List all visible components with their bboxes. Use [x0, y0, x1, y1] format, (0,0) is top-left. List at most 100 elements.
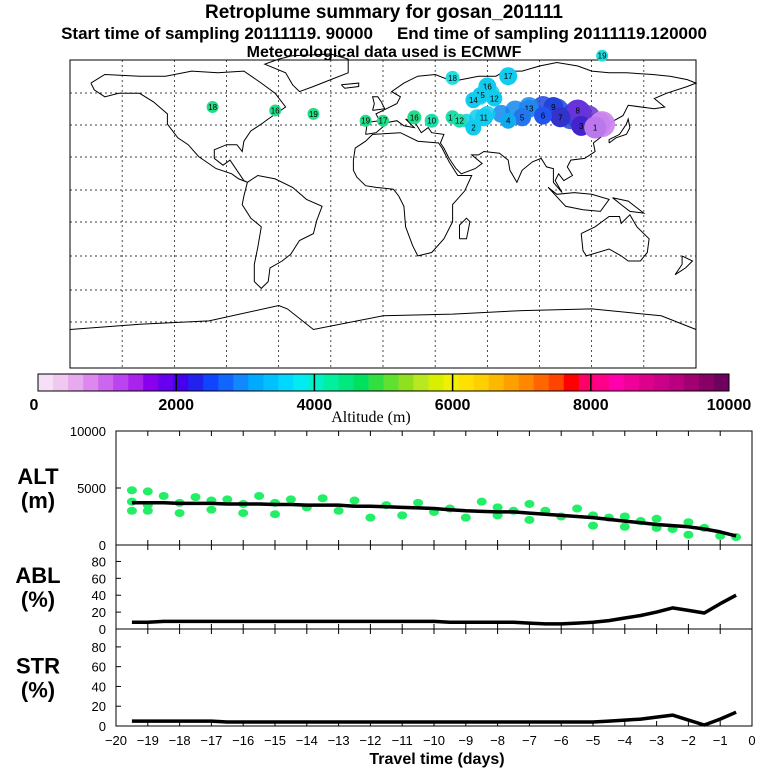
colorbar-segment	[428, 374, 444, 391]
ytick-label: 10000	[70, 424, 106, 439]
ytick-label: 40	[92, 588, 106, 603]
colorbar-segment	[503, 374, 519, 391]
colorbar-segment	[368, 374, 384, 391]
panel-abl: ABL(%) 0 20 40 60 80	[15, 544, 753, 637]
met-data-label: Meteorological data used is ECMWF	[246, 44, 522, 61]
plume-marker	[533, 106, 552, 125]
colorbar-segment	[38, 374, 54, 391]
alt-data-point	[285, 495, 296, 504]
coastline-madagascar	[459, 217, 471, 240]
coastline-eurasia	[365, 61, 698, 193]
colorbar-segment	[653, 374, 670, 391]
colorbar-segment	[668, 374, 685, 391]
alt-series-line	[131, 501, 737, 538]
colorbar-tick-label: 10000	[707, 397, 752, 414]
colorbar-segment	[353, 374, 369, 391]
alt-data-point	[126, 506, 137, 515]
xtick-label: −5	[586, 733, 601, 748]
coastline-north-america	[90, 70, 287, 183]
colorbar-segment	[458, 374, 474, 391]
xtick-label: −3	[649, 733, 664, 748]
colorbar-tick-labels: 0 2000 4000 6000 8000 10000	[30, 374, 752, 414]
plume-marker-label: 15	[476, 91, 485, 100]
alt-data-point	[174, 509, 185, 518]
xtick-label: −13	[328, 733, 350, 748]
plume-marker-label: 4	[506, 117, 511, 126]
x-axis-label: Travel time (days)	[369, 751, 504, 768]
start-time-label: Start time of sampling 20111119. 90000	[61, 24, 373, 43]
coastline-new-guinea	[612, 197, 646, 214]
coastline-antarctica-edge	[69, 304, 697, 331]
plume-marker-label: 11	[480, 113, 489, 122]
plume-marker-label: 5	[520, 113, 525, 122]
colorbar-segment	[98, 374, 114, 391]
plume-marker-label: 2	[471, 124, 476, 133]
plume-marker	[474, 108, 493, 127]
colorbar-segment	[218, 374, 234, 391]
xtick-label: −8	[490, 733, 505, 748]
ytick-label: 80	[92, 554, 106, 569]
coastline-japan	[608, 117, 631, 144]
panel-ylabel-unit: (%)	[21, 587, 55, 612]
colorbar-segment	[488, 374, 504, 391]
plume-marker	[377, 114, 389, 127]
ytick-label: 0	[99, 538, 106, 553]
colorbar-segment	[173, 374, 189, 391]
colorbar-tick-label: 0	[30, 397, 39, 414]
colorbar-segment	[623, 374, 640, 391]
coastline-south-america	[241, 174, 323, 290]
colorbar-segment	[638, 374, 655, 391]
time-series-panels: ALT(m)0500010000ABL(%)020406080STR(%)020…	[15, 424, 755, 768]
alt-data-point	[683, 530, 694, 539]
altitude-colorbar	[37, 373, 730, 392]
colorbar-segment	[338, 374, 354, 391]
plume-marker-label: 10	[427, 117, 436, 126]
xtick-label: −7	[522, 733, 537, 748]
xtick-label: −9	[458, 733, 473, 748]
colorbar-segment	[113, 374, 129, 391]
plume-marker	[500, 112, 517, 129]
alt-data-point	[238, 509, 249, 518]
alt-data-point	[222, 495, 233, 504]
coastlines	[69, 53, 698, 331]
plume-marker	[550, 107, 571, 128]
plume-marker	[359, 114, 372, 127]
panel-ylabel-name: ABL	[15, 563, 60, 588]
plume-marker-label: 8	[576, 106, 581, 115]
alt-data-point	[270, 510, 280, 519]
plume-marker-label: 19	[361, 117, 370, 126]
plume-marker	[307, 107, 320, 120]
ytick-label: 0	[99, 622, 106, 637]
plume-marker-label: 13	[525, 105, 534, 114]
alt-data-point	[476, 497, 487, 506]
alt-data-point	[651, 514, 662, 523]
plume-marker-label: 6	[541, 112, 546, 121]
plume-marker-label: 18	[208, 103, 217, 112]
alt-data-point	[588, 521, 598, 530]
plume-marker	[424, 113, 439, 128]
plume-marker-label: 3	[579, 122, 584, 131]
panel-ylabel-name: STR	[16, 654, 60, 679]
colorbar-segment	[473, 374, 489, 391]
plume-marker	[584, 116, 607, 139]
alt-data-point	[492, 503, 503, 512]
alt-data-point	[619, 522, 630, 531]
plume-marker-label: 14	[469, 96, 478, 105]
colorbar-segment	[518, 374, 535, 391]
alt-data-point	[524, 499, 535, 508]
colorbar-segment	[293, 374, 309, 391]
alt-data-point	[619, 512, 630, 521]
plume-marker-label: 9	[551, 103, 556, 112]
alt-data-point	[524, 515, 535, 524]
panel-ylabel-unit: (%)	[21, 678, 55, 703]
alt-data-point	[413, 498, 424, 507]
colorbar-segment	[263, 374, 279, 391]
xtick-label: 0	[748, 733, 755, 748]
colorbar-segment	[158, 374, 174, 391]
plume-marker-label: 1	[593, 124, 598, 133]
alt-data-point	[683, 518, 694, 527]
colorbar-segment	[233, 374, 249, 391]
colorbar-segment	[533, 374, 550, 391]
